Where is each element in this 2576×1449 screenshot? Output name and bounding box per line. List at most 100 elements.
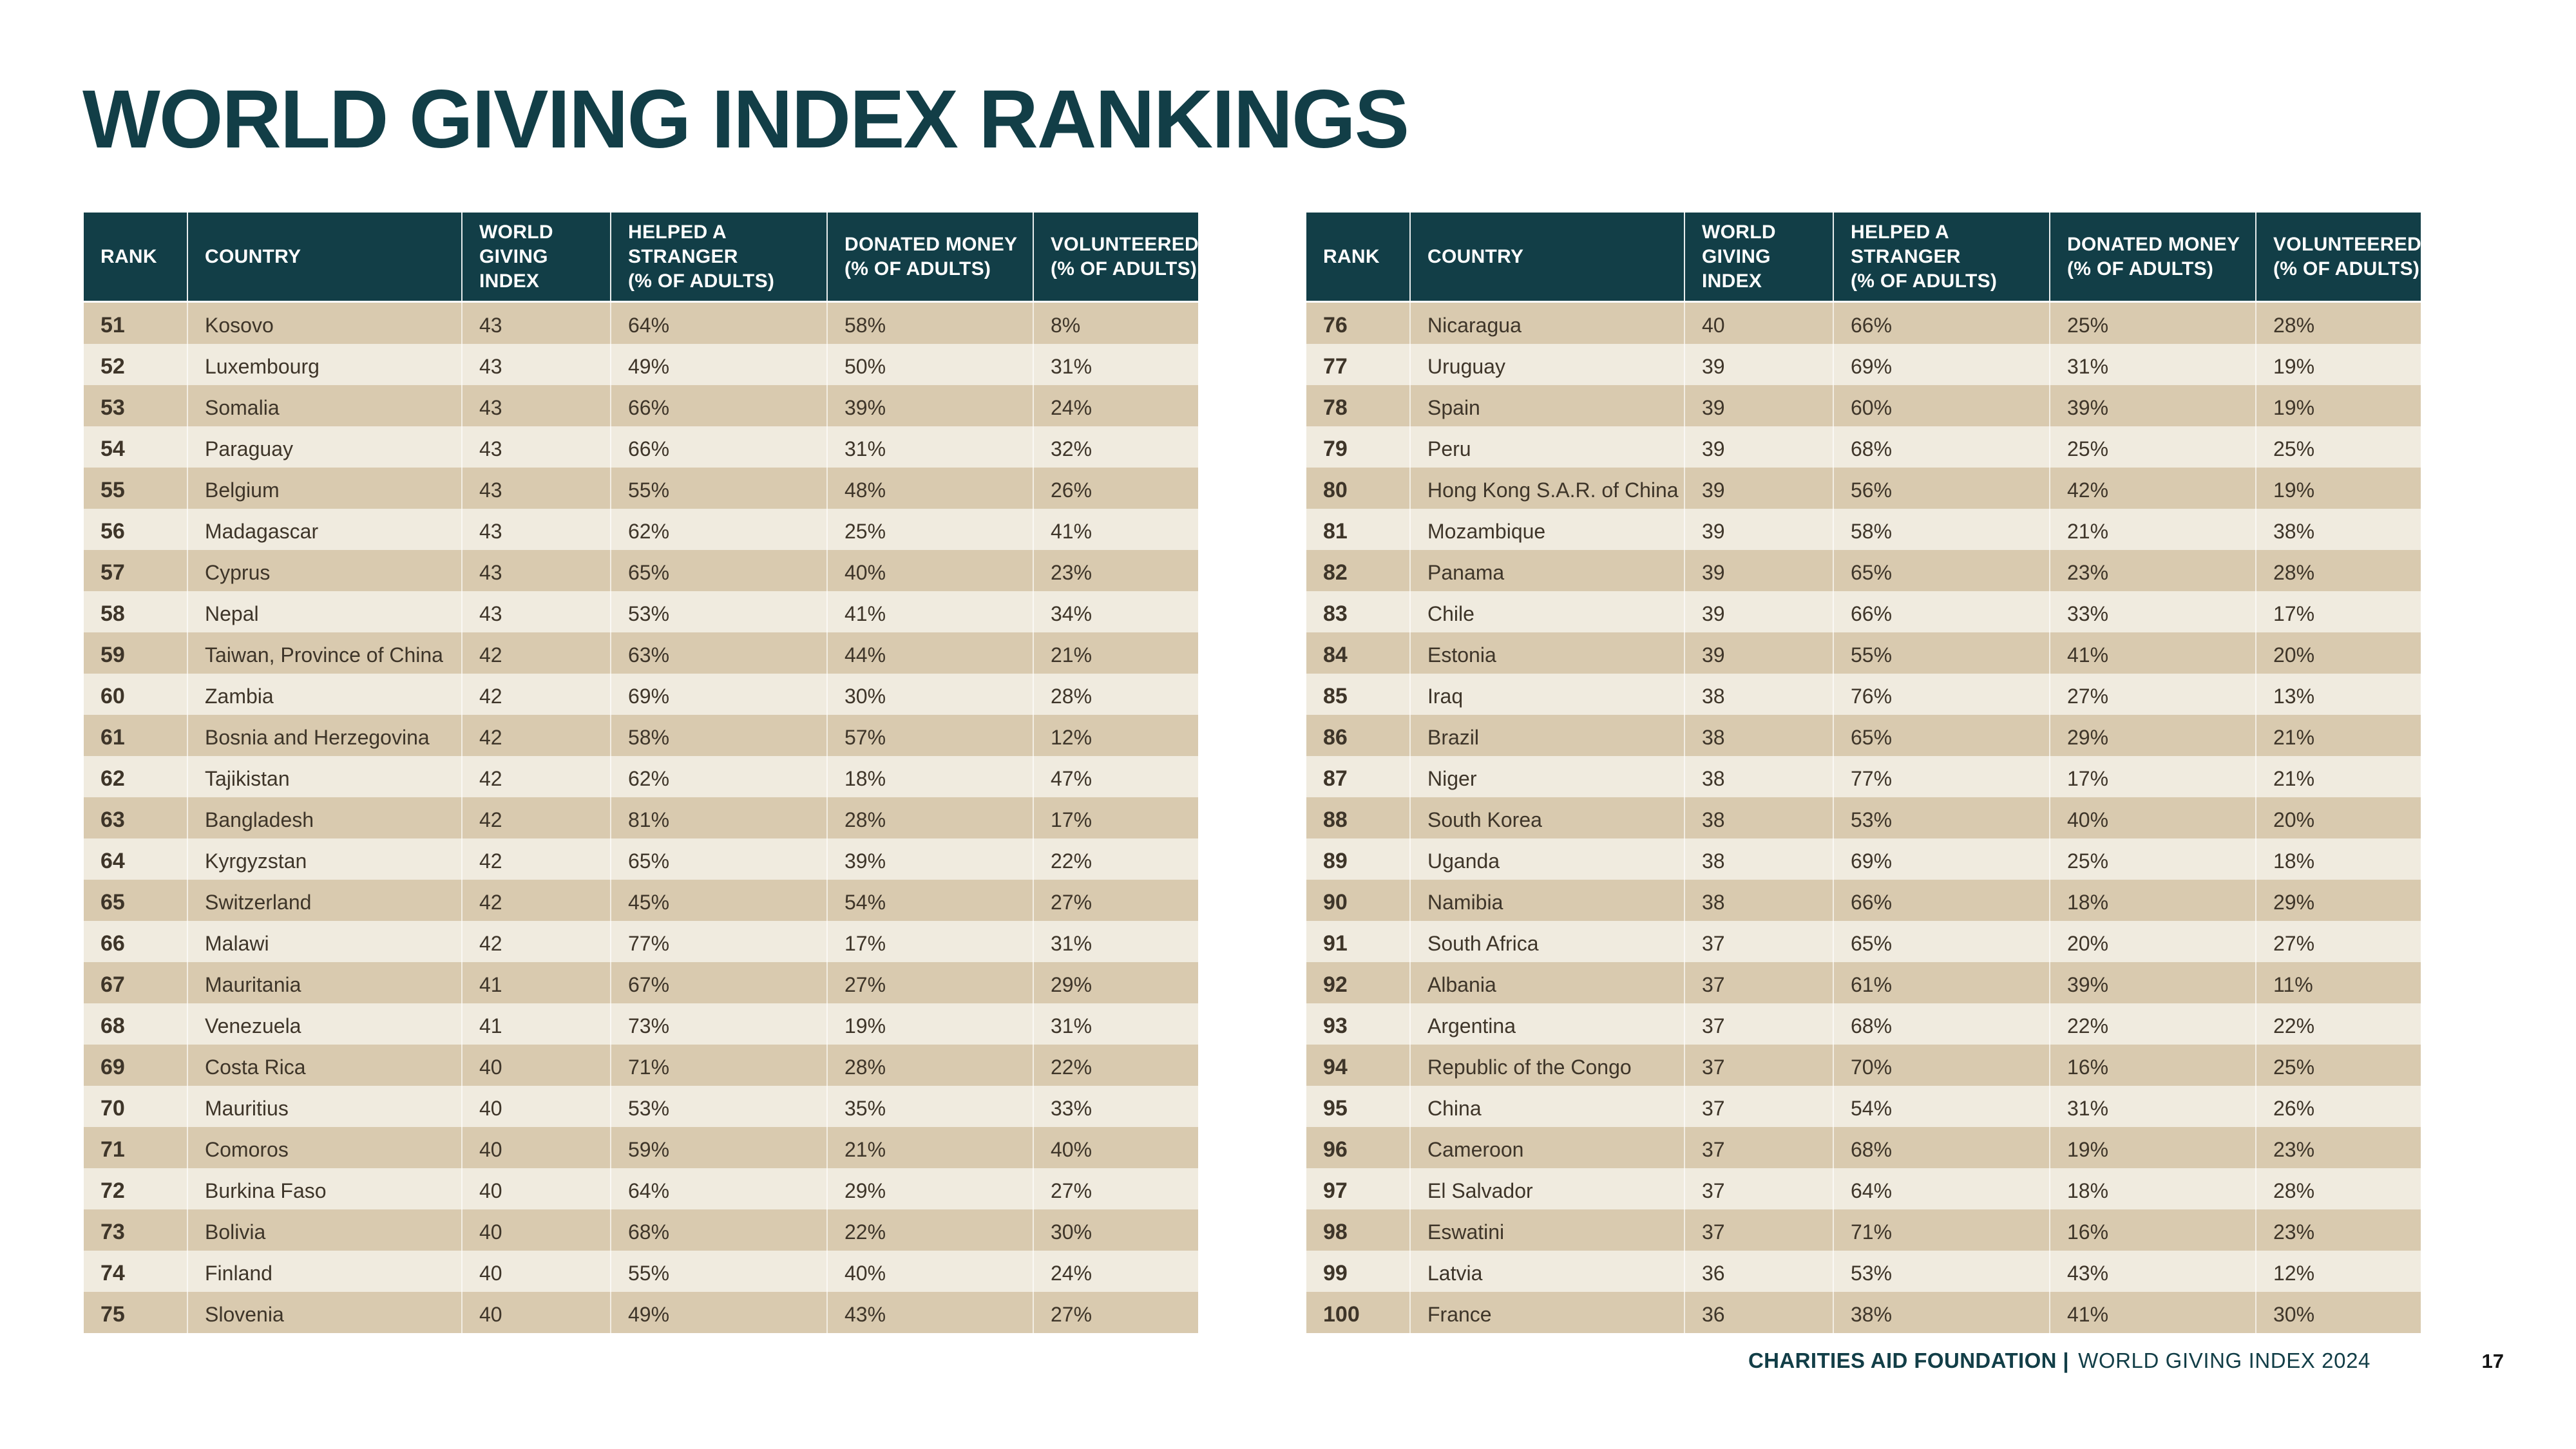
cell-helped-a-stranger: 53% — [1833, 797, 2049, 838]
table-row: 73 Bolivia 40 68% 22% 30% — [84, 1209, 1198, 1251]
table-row: 63 Bangladesh 42 81% 28% 17% — [84, 797, 1198, 838]
cell-country: Peru — [1409, 426, 1684, 468]
table-row: 77 Uruguay 39 69% 31% 19% — [1306, 344, 2421, 385]
cell-world-giving-index: 37 — [1684, 1045, 1833, 1086]
cell-country: Cyprus — [187, 550, 461, 591]
cell-rank: 96 — [1323, 1137, 1348, 1162]
column-header-rank: RANK — [100, 245, 157, 267]
table-row: 81 Mozambique 39 58% 21% 38% — [1306, 509, 2421, 550]
cell-helped-a-stranger: 55% — [1833, 632, 2049, 674]
cell-world-giving-index: 38 — [1684, 756, 1833, 797]
cell-world-giving-index: 40 — [461, 1086, 610, 1127]
cell-rank: 89 — [1323, 848, 1348, 873]
cell-volunteered: 22% — [1033, 1045, 1198, 1086]
cell-donated-money: 40% — [2049, 797, 2255, 838]
column-header-helped-a-stranger: HELPED A STRANGER (% OF ADULTS) — [610, 213, 826, 301]
table-row: 80 Hong Kong S.A.R. of China 39 56% 42% … — [1306, 468, 2421, 509]
table-row: 99 Latvia 36 53% 43% 12% — [1306, 1251, 2421, 1292]
table-row: 95 China 37 54% 31% 26% — [1306, 1086, 2421, 1127]
table-row: 62 Tajikistan 42 62% 18% 47% — [84, 756, 1198, 797]
table-row: 61 Bosnia and Herzegovina 42 58% 57% 12% — [84, 715, 1198, 756]
cell-world-giving-index: 37 — [1684, 1086, 1833, 1127]
cell-helped-a-stranger: 53% — [610, 591, 826, 632]
table-header: RANK COUNTRY WORLD GIVING INDEX HELPED A… — [1306, 213, 2421, 303]
cell-helped-a-stranger: 77% — [1833, 756, 2049, 797]
footer-caption: CHARITIES AID FOUNDATION | WORLD GIVING I… — [1748, 1349, 2371, 1373]
table-row: 89 Uganda 38 69% 25% 18% — [1306, 838, 2421, 880]
cell-country: Latvia — [1409, 1251, 1684, 1292]
cell-world-giving-index: 37 — [1684, 962, 1833, 1003]
cell-rank: 59 — [100, 642, 125, 667]
cell-volunteered: 32% — [1033, 426, 1198, 468]
cell-helped-a-stranger: 55% — [610, 1251, 826, 1292]
cell-donated-money: 28% — [826, 1045, 1033, 1086]
cell-rank: 76 — [1323, 312, 1348, 337]
cell-volunteered: 17% — [1033, 797, 1198, 838]
table-row: 94 Republic of the Congo 37 70% 16% 25% — [1306, 1045, 2421, 1086]
table-row: 70 Mauritius 40 53% 35% 33% — [84, 1086, 1198, 1127]
cell-rank: 78 — [1323, 395, 1348, 420]
cell-country: Spain — [1409, 385, 1684, 426]
cell-country: Brazil — [1409, 715, 1684, 756]
cell-volunteered: 20% — [2255, 797, 2421, 838]
table-body: 76 Nicaragua 40 66% 25% 28% 77 Uruguay 3… — [1306, 303, 2421, 1333]
cell-helped-a-stranger: 53% — [1833, 1251, 2049, 1292]
cell-donated-money: 41% — [826, 591, 1033, 632]
column-header-country: COUNTRY — [187, 213, 461, 301]
column-header-rank: RANK — [1323, 245, 1380, 267]
cell-donated-money: 31% — [826, 426, 1033, 468]
cell-country: Estonia — [1409, 632, 1684, 674]
cell-world-giving-index: 38 — [1684, 797, 1833, 838]
cell-world-giving-index: 42 — [461, 838, 610, 880]
cell-country: Kosovo — [187, 303, 461, 344]
cell-helped-a-stranger: 65% — [610, 838, 826, 880]
cell-volunteered: 19% — [2255, 385, 2421, 426]
cell-volunteered: 20% — [2255, 632, 2421, 674]
cell-country: Hong Kong S.A.R. of China — [1409, 468, 1684, 509]
cell-donated-money: 40% — [826, 1251, 1033, 1292]
table-row: 76 Nicaragua 40 66% 25% 28% — [1306, 303, 2421, 344]
cell-country: Zambia — [187, 674, 461, 715]
cell-volunteered: 12% — [2255, 1251, 2421, 1292]
cell-rank: 66 — [100, 931, 125, 956]
cell-rank: 84 — [1323, 642, 1348, 667]
cell-donated-money: 29% — [826, 1168, 1033, 1209]
cell-world-giving-index: 40 — [461, 1127, 610, 1168]
cell-rank: 80 — [1323, 477, 1348, 502]
cell-helped-a-stranger: 61% — [1833, 962, 2049, 1003]
cell-country: China — [1409, 1086, 1684, 1127]
footer-brand: CHARITIES AID FOUNDATION | — [1748, 1349, 2070, 1372]
cell-helped-a-stranger: 45% — [610, 880, 826, 921]
cell-donated-money: 50% — [826, 344, 1033, 385]
cell-country: Bangladesh — [187, 797, 461, 838]
cell-donated-money: 41% — [2049, 632, 2255, 674]
cell-donated-money: 58% — [826, 303, 1033, 344]
cell-rank: 83 — [1323, 601, 1348, 626]
cell-country: Iraq — [1409, 674, 1684, 715]
cell-donated-money: 23% — [2049, 550, 2255, 591]
cell-helped-a-stranger: 49% — [610, 1292, 826, 1333]
cell-rank: 94 — [1323, 1054, 1348, 1079]
cell-donated-money: 57% — [826, 715, 1033, 756]
cell-donated-money: 39% — [2049, 962, 2255, 1003]
table-row: 83 Chile 39 66% 33% 17% — [1306, 591, 2421, 632]
cell-country: Paraguay — [187, 426, 461, 468]
table-row: 52 Luxembourg 43 49% 50% 31% — [84, 344, 1198, 385]
cell-volunteered: 31% — [1033, 344, 1198, 385]
cell-world-giving-index: 37 — [1684, 921, 1833, 962]
cell-donated-money: 39% — [826, 385, 1033, 426]
cell-donated-money: 18% — [2049, 880, 2255, 921]
cell-volunteered: 28% — [2255, 1168, 2421, 1209]
cell-volunteered: 29% — [1033, 962, 1198, 1003]
column-header-helped-a-stranger: HELPED A STRANGER (% OF ADULTS) — [1833, 213, 2049, 301]
table-row: 100 France 36 38% 41% 30% — [1306, 1292, 2421, 1333]
cell-rank: 98 — [1323, 1219, 1348, 1244]
cell-world-giving-index: 39 — [1684, 591, 1833, 632]
cell-volunteered: 22% — [2255, 1003, 2421, 1045]
cell-world-giving-index: 43 — [461, 303, 610, 344]
cell-helped-a-stranger: 66% — [1833, 880, 2049, 921]
cell-volunteered: 21% — [1033, 632, 1198, 674]
cell-country: Namibia — [1409, 880, 1684, 921]
cell-world-giving-index: 39 — [1684, 468, 1833, 509]
